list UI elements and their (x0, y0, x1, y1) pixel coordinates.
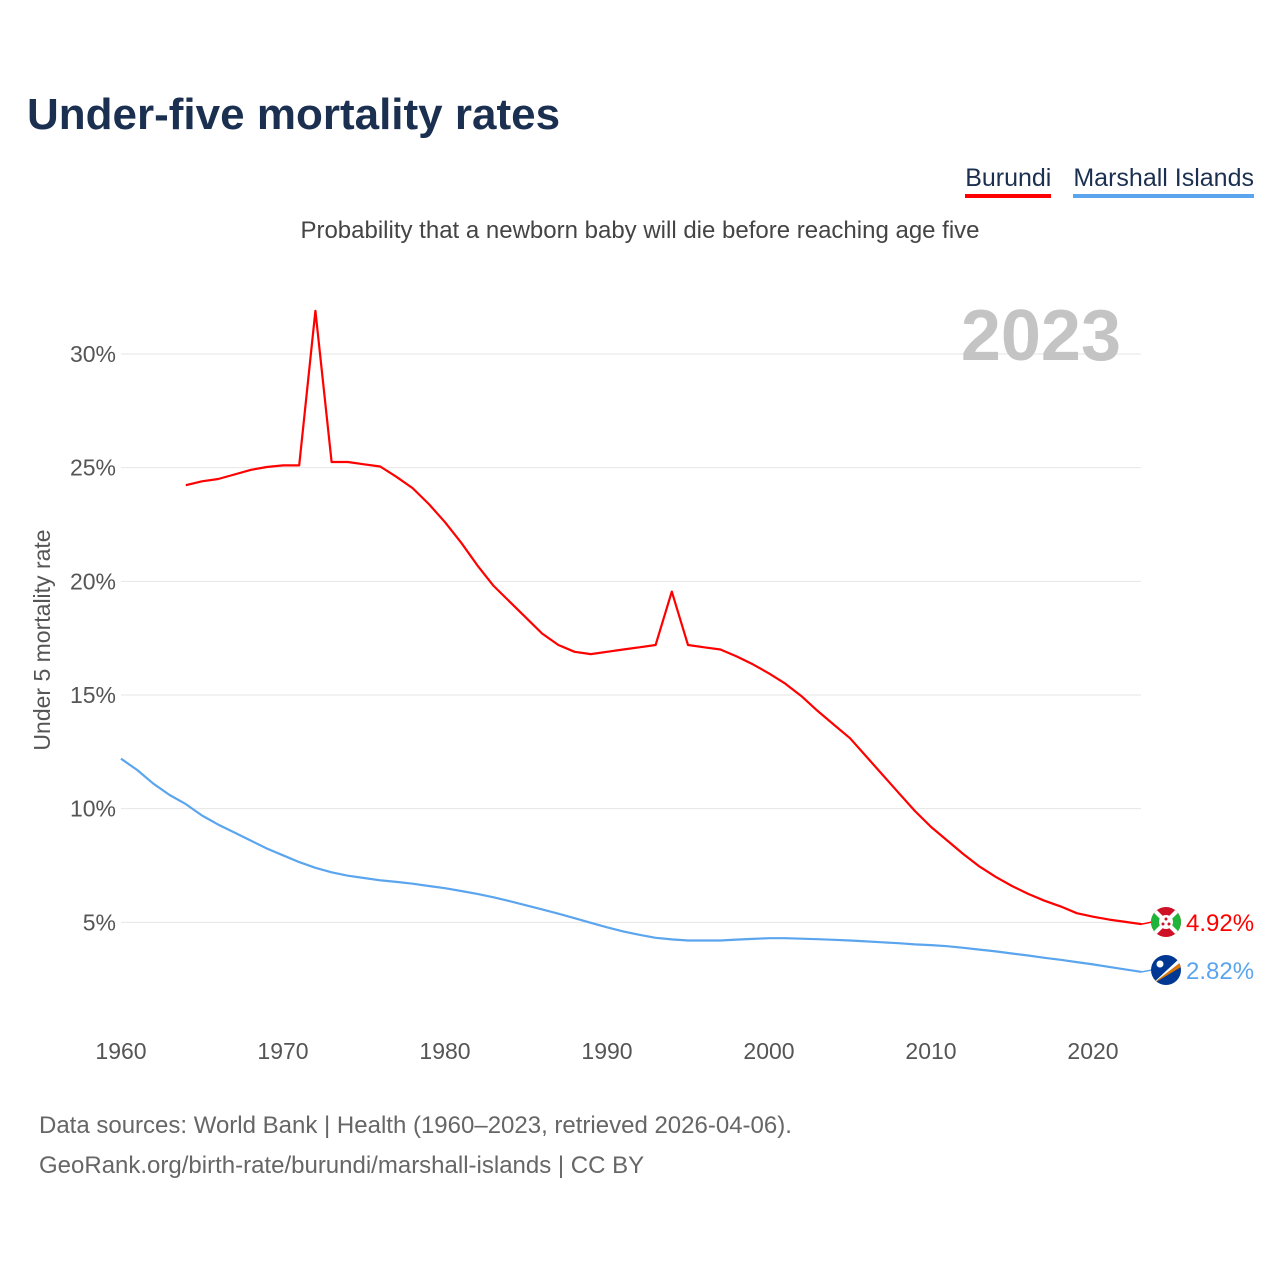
x-tick-label: 2000 (743, 1038, 794, 1064)
end-connector (1141, 921, 1153, 925)
y-tick-label: 10% (70, 796, 116, 822)
legend-item-marshall-islands[interactable]: Marshall Islands (1073, 164, 1254, 198)
x-tick-label: 2020 (1067, 1038, 1118, 1064)
series-line-burundi[interactable] (185, 309, 1142, 926)
x-tick-label: 1990 (581, 1038, 632, 1064)
y-tick-label: 30% (70, 341, 116, 367)
x-tick-label: 2010 (905, 1038, 956, 1064)
legend: Burundi Marshall Islands (965, 164, 1254, 198)
x-tick-label: 1980 (419, 1038, 470, 1064)
end-value-label: 2.82% (1186, 958, 1254, 985)
end-value-label: 4.92% (1186, 910, 1254, 937)
chart-title: Under-five mortality rates (27, 90, 561, 139)
data-sources: Data sources: World Bank | Health (1960–… (39, 1112, 792, 1139)
y-axis-label: Under 5 mortality rate (29, 529, 55, 750)
end-connector (1141, 969, 1153, 973)
footer: Data sources: World Bank | Health (1960–… (39, 1106, 792, 1186)
burundi-flag-icon (1151, 907, 1181, 937)
series-line-marshall-islands[interactable] (120, 757, 1142, 973)
source-link[interactable]: GeoRank.org/birth-rate/burundi/marshall-… (39, 1152, 645, 1179)
marshall-islands-flag-icon (1151, 955, 1181, 985)
x-tick-label: 1960 (95, 1038, 146, 1064)
year-badge: 2023 (961, 296, 1121, 376)
y-tick-label: 15% (70, 682, 116, 708)
y-tick-label: 25% (70, 455, 116, 481)
y-tick-label: 20% (70, 568, 116, 594)
x-tick-label: 1970 (257, 1038, 308, 1064)
legend-item-burundi[interactable]: Burundi (965, 164, 1052, 198)
chart-subtitle: Probability that a newborn baby will die… (300, 217, 980, 244)
y-tick-label: 5% (83, 909, 116, 935)
